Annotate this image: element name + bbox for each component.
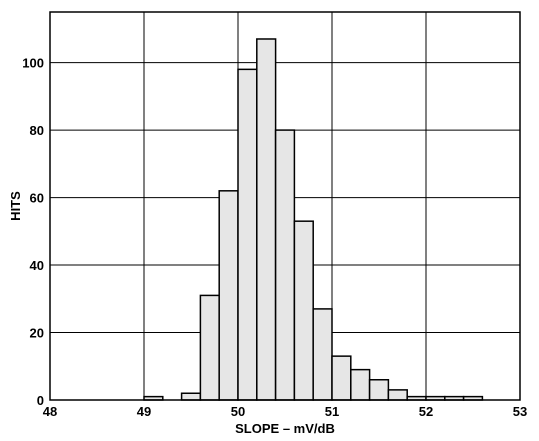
- histogram-bar: [387, 389, 408, 401]
- x-tick-label: 49: [137, 404, 151, 419]
- histogram-bar: [312, 308, 333, 401]
- y-tick-label: 20: [30, 326, 44, 341]
- histogram-bar: [237, 68, 258, 401]
- histogram-bars: [143, 38, 484, 401]
- histogram-bar: [180, 392, 202, 401]
- histogram-bar: [293, 220, 314, 401]
- x-tick-label: 48: [43, 404, 57, 419]
- x-tick-label: 52: [419, 404, 433, 419]
- histogram-bar: [274, 129, 296, 401]
- histogram-bar: [256, 38, 277, 401]
- x-axis-title: SLOPE – mV/dB: [235, 421, 335, 436]
- y-tick-label: 60: [30, 191, 44, 206]
- histogram-bar: [199, 294, 220, 401]
- y-axis-ticks: 0 20 40 60 80 100: [22, 56, 44, 408]
- histogram-bar: [350, 368, 371, 401]
- histogram-bar: [218, 190, 239, 401]
- plot-frame: [49, 11, 521, 401]
- x-tick-label: 51: [325, 404, 339, 419]
- y-tick-label: 40: [30, 258, 44, 273]
- x-axis-ticks: 48 49 50 51 52 53: [43, 404, 527, 419]
- y-tick-label: 100: [22, 56, 44, 71]
- x-tick-label: 53: [513, 404, 527, 419]
- histogram-bar: [331, 355, 352, 401]
- y-tick-label: 80: [30, 123, 44, 138]
- y-axis-title: HITS: [8, 191, 23, 221]
- x-tick-label: 50: [231, 404, 245, 419]
- y-tick-label: 0: [37, 393, 44, 408]
- histogram-bar: [368, 379, 390, 401]
